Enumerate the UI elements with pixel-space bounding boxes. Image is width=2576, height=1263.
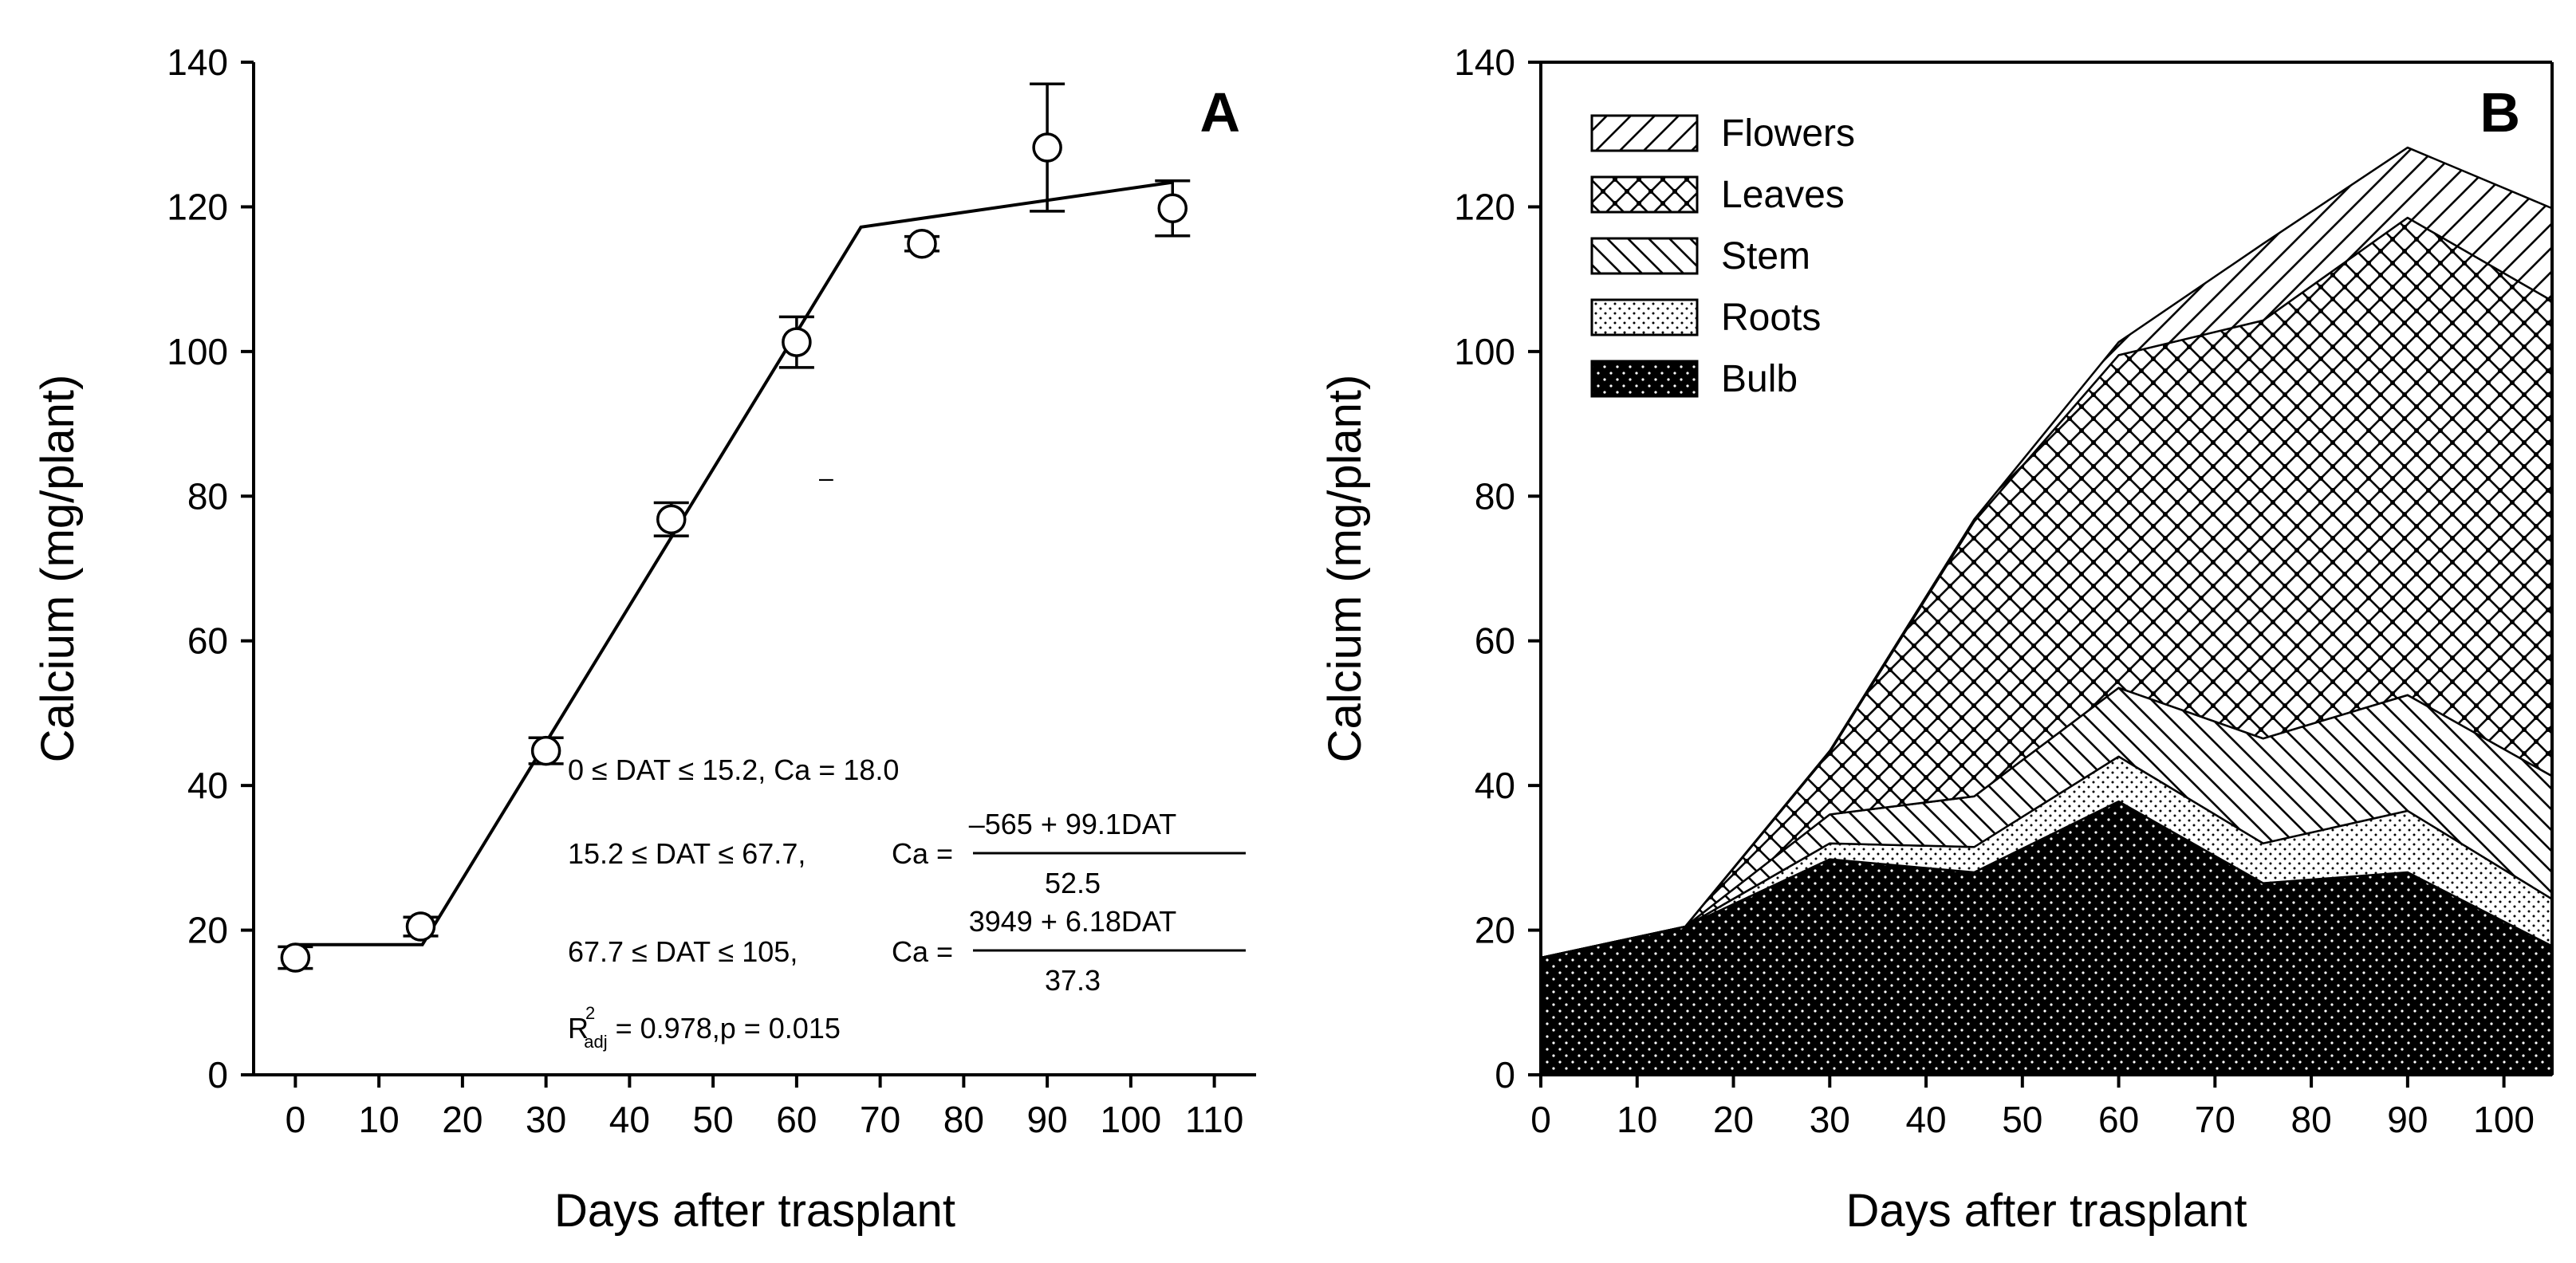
a-point-marker xyxy=(280,942,311,973)
r2-subscript: adj xyxy=(584,1032,607,1052)
b-y-tick-label: 20 xyxy=(1475,910,1515,951)
a-y-tick-label: 40 xyxy=(187,765,228,806)
b-x-tick-label: 30 xyxy=(1810,1099,1850,1140)
b-y-axis-title: Calcium (mg/plant) xyxy=(1319,375,1371,763)
fit-equations: 0 ≤ DAT ≤ 15.2, Ca = 18.0 15.2 ≤ DAT ≤ 6… xyxy=(568,753,1246,1052)
equation-2-condition: 15.2 ≤ DAT ≤ 67.7, xyxy=(568,837,805,870)
b-y-tick-label: 0 xyxy=(1495,1054,1515,1096)
equation-3-ca: Ca = xyxy=(892,935,953,968)
a-x-tick-label: 40 xyxy=(609,1099,650,1140)
a-point-marker xyxy=(405,911,436,942)
b-y-tick-label: 120 xyxy=(1454,186,1515,227)
b-x-tick-label: 50 xyxy=(2002,1099,2042,1140)
r2-values: = 0.978,p = 0.015 xyxy=(608,1012,841,1045)
a-data-point xyxy=(528,735,564,766)
b-x-tick-label: 60 xyxy=(2098,1099,2139,1140)
legend-label: Stem xyxy=(1721,235,1810,277)
a-point-marker xyxy=(1157,193,1188,223)
legend-swatch xyxy=(1590,298,1699,336)
legend-item-stem: Stem xyxy=(1590,235,1810,277)
legend-swatch xyxy=(1590,360,1699,398)
a-x-tick-label: 60 xyxy=(776,1099,817,1140)
legend-item-bulb: Bulb xyxy=(1590,358,1798,400)
legend-item-leaves: Leaves xyxy=(1590,174,1845,216)
stray-mark: – xyxy=(819,463,833,492)
a-x-tick-label: 10 xyxy=(359,1099,400,1140)
b-x-tick-label: 70 xyxy=(2195,1099,2235,1140)
a-fit-line xyxy=(295,180,1173,946)
a-x-tick-label: 50 xyxy=(693,1099,734,1140)
a-y-tick-label: 140 xyxy=(167,41,228,83)
a-y-tick-label: 100 xyxy=(167,331,228,372)
a-data-point xyxy=(1155,179,1191,238)
a-data-point xyxy=(1030,82,1065,213)
a-y-tick-label: 0 xyxy=(207,1054,228,1096)
b-x-tick-label: 10 xyxy=(1617,1099,1657,1140)
a-x-tick-label: 20 xyxy=(442,1099,483,1140)
r2-superscript: 2 xyxy=(585,1003,595,1023)
a-x-tick-label: 90 xyxy=(1027,1099,1068,1140)
legend-label: Leaves xyxy=(1721,174,1845,216)
a-point-marker xyxy=(907,228,937,259)
a-x-tick-label: 100 xyxy=(1101,1099,1162,1140)
legend-swatch xyxy=(1590,114,1699,152)
panel-b-label: B xyxy=(2479,81,2520,144)
a-point-marker xyxy=(1032,132,1062,163)
legend-label: Flowers xyxy=(1721,112,1855,155)
r2-main: R xyxy=(568,1012,589,1045)
equation-1: 0 ≤ DAT ≤ 15.2, Ca = 18.0 xyxy=(568,753,899,786)
equation-3-numerator: 3949 + 6.18DAT xyxy=(969,905,1177,938)
a-point-marker xyxy=(782,327,812,357)
legend-swatch xyxy=(1590,175,1699,214)
a-data-point xyxy=(904,228,939,259)
legend-label: Roots xyxy=(1721,297,1821,339)
b-y-tick-label: 140 xyxy=(1454,41,1515,83)
a-x-tick-label: 0 xyxy=(286,1099,306,1140)
a-y-tick-label: 120 xyxy=(167,186,228,227)
legend-swatch xyxy=(1590,237,1699,275)
a-point-marker xyxy=(530,735,561,766)
a-x-tick-label: 30 xyxy=(526,1099,566,1140)
a-data-point xyxy=(778,315,814,369)
a-y-tick-label: 60 xyxy=(187,620,228,662)
panel-b: 0 20 40 60 80 100 120 140 0 10 20 30 40 50 60 70 80 90 100… xyxy=(1319,41,2554,1237)
b-x-tick-label: 0 xyxy=(1530,1099,1551,1140)
equation-2-numerator: –565 + 99.1DAT xyxy=(969,808,1177,840)
a-x-tick-label: 80 xyxy=(943,1099,984,1140)
a-y-tick-label: 80 xyxy=(187,475,228,517)
legend-item-flowers: Flowers xyxy=(1590,112,1855,155)
a-y-axis-title: Calcium (mg/plant) xyxy=(32,375,84,763)
a-data-point xyxy=(653,501,689,537)
b-x-tick-label: 90 xyxy=(2387,1099,2428,1140)
b-x-tick-label: 40 xyxy=(1905,1099,1946,1140)
a-data-point xyxy=(278,942,313,973)
equation-2-ca: Ca = xyxy=(892,837,953,870)
panel-a-label: A xyxy=(1199,81,1240,144)
r-squared-stat: R2 adj = 0.978,p = 0.015 xyxy=(568,1003,841,1052)
equation-3-denominator: 37.3 xyxy=(1045,964,1101,997)
a-point-marker xyxy=(656,504,687,535)
b-y-tick-label: 100 xyxy=(1454,331,1515,372)
a-x-tick-label: 110 xyxy=(1185,1099,1243,1140)
legend-label: Bulb xyxy=(1721,358,1798,400)
b-x-tick-label: 100 xyxy=(2473,1099,2535,1140)
b-y-tick-label: 60 xyxy=(1475,620,1515,662)
legend-item-roots: Roots xyxy=(1590,297,1821,339)
b-y-tick-label: 80 xyxy=(1475,475,1515,517)
b-x-tick-label: 80 xyxy=(2291,1099,2332,1140)
equation-3-condition: 67.7 ≤ DAT ≤ 105, xyxy=(568,935,798,968)
panel-a: 0 20 40 60 80 100 120 140 0 10 20 30 40 50 60 70 80 90 100… xyxy=(32,41,1256,1237)
a-y-tick-label: 20 xyxy=(187,910,228,951)
b-x-axis-title: Days after trasplant xyxy=(1846,1185,2247,1237)
legend: Flowers Leaves Stem Roots Bulb xyxy=(1590,112,1855,400)
b-y-tick-label: 40 xyxy=(1475,765,1515,806)
b-x-tick-label: 20 xyxy=(1713,1099,1754,1140)
a-x-axis-title: Days after trasplant xyxy=(554,1185,955,1237)
a-data-point xyxy=(403,911,439,942)
equation-2-denominator: 52.5 xyxy=(1045,867,1101,899)
a-x-tick-label: 70 xyxy=(860,1099,900,1140)
